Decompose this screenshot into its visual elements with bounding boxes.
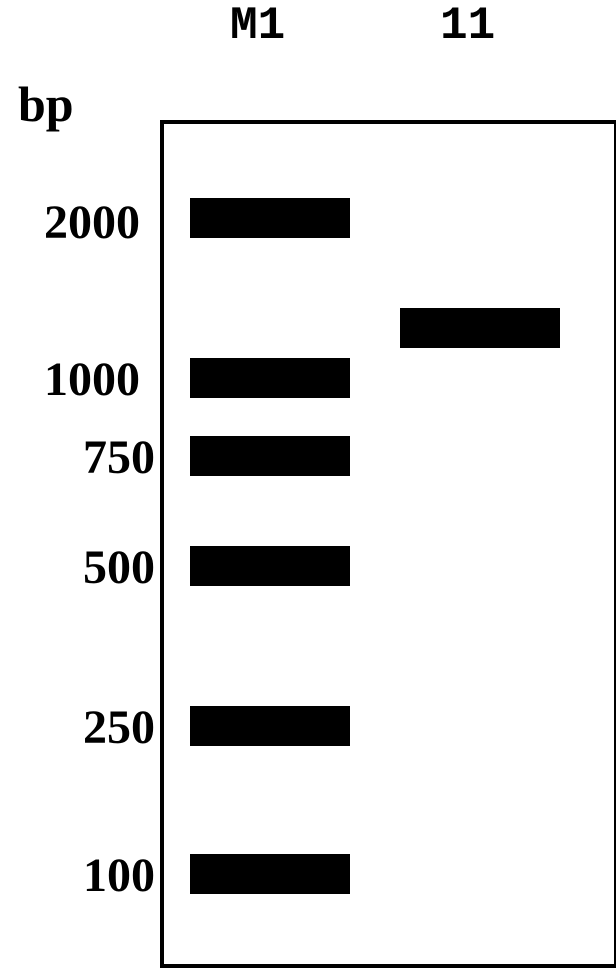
band-m1-100 xyxy=(190,854,350,894)
tick-2000: 2000 xyxy=(0,195,140,250)
band-m1-2000 xyxy=(190,198,350,238)
tick-250: 250 xyxy=(15,700,155,755)
tick-1000: 1000 xyxy=(0,352,140,407)
band-11-sample xyxy=(400,308,560,348)
gel-box xyxy=(160,120,616,968)
band-m1-750 xyxy=(190,436,350,476)
band-m1-500 xyxy=(190,546,350,586)
tick-500: 500 xyxy=(15,540,155,595)
tick-750: 750 xyxy=(15,430,155,485)
unit-label: bp xyxy=(18,75,74,133)
lane-header-m1: M1 xyxy=(230,0,285,52)
band-m1-1000 xyxy=(190,358,350,398)
tick-100: 100 xyxy=(15,848,155,903)
lane-header-11: 11 xyxy=(440,0,495,52)
band-m1-250 xyxy=(190,706,350,746)
gel-figure: M1 11 bp 2000 1000 750 500 250 100 xyxy=(0,0,616,965)
